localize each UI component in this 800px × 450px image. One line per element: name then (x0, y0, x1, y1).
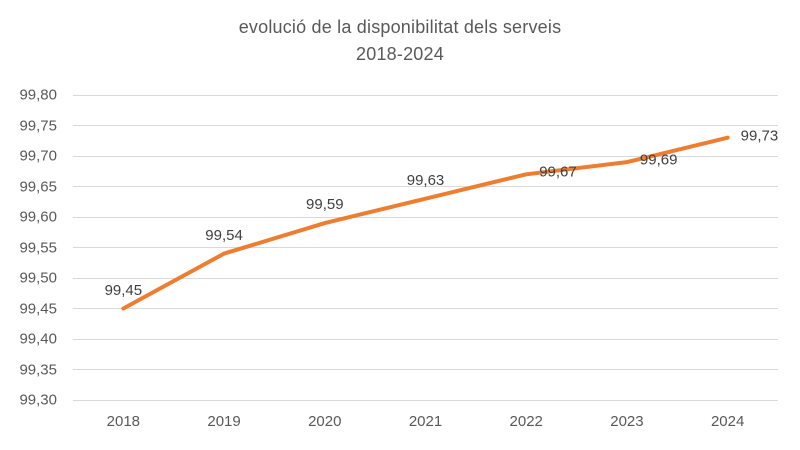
chart-subtitle: 2018-2024 (356, 44, 444, 64)
chart-title: evolució de la disponibilitat dels serve… (0, 14, 800, 68)
data-point-label: 99,45 (104, 281, 143, 299)
data-point-label: 99,54 (205, 226, 243, 244)
gridline (73, 308, 778, 309)
y-axis-tick-label: 99,45 (19, 300, 57, 317)
x-axis-tick-label: 2024 (710, 413, 745, 430)
gridline (73, 338, 778, 340)
gridline (73, 186, 778, 187)
y-axis-tick-label: 99,50 (19, 269, 57, 287)
x-axis-tick-label: 2021 (408, 413, 443, 430)
series-line (121, 135, 730, 311)
y-axis-tick-label: 99,75 (19, 117, 57, 134)
y-axis-tick-label: 99,60 (19, 208, 57, 226)
data-point-label: 99,73 (740, 127, 779, 145)
x-axis-tick-label: 2020 (308, 413, 342, 430)
y-axis-tick-label: 99,35 (19, 361, 57, 378)
gridline (73, 399, 778, 401)
gridline (73, 125, 778, 126)
gridline (73, 216, 778, 218)
data-point-label: 99,63 (406, 171, 445, 189)
x-axis-tick-label: 2022 (509, 413, 543, 430)
gridline (73, 247, 778, 248)
y-axis-tick-label: 99,65 (19, 178, 57, 195)
data-point-label: 99,59 (306, 196, 344, 214)
y-axis-tick-label: 99,70 (19, 147, 57, 165)
gridline (73, 277, 778, 279)
x-axis-tick-label: 2019 (207, 413, 241, 430)
x-axis-tick-label: 2023 (610, 413, 644, 430)
gridline (73, 369, 778, 370)
data-point-label: 99,69 (639, 151, 678, 169)
y-axis-tick-label: 99,80 (19, 86, 57, 104)
x-axis-tick-label: 2018 (106, 413, 141, 430)
y-axis-tick-label: 99,30 (19, 391, 57, 409)
chart-title-line1: evolució de la disponibilitat dels serve… (238, 17, 562, 37)
gridline (73, 94, 778, 96)
data-point-label: 99,67 (539, 163, 577, 181)
y-axis-tick-label: 99,55 (19, 239, 57, 256)
gridline (73, 155, 778, 157)
y-axis-tick-label: 99,40 (19, 330, 57, 348)
